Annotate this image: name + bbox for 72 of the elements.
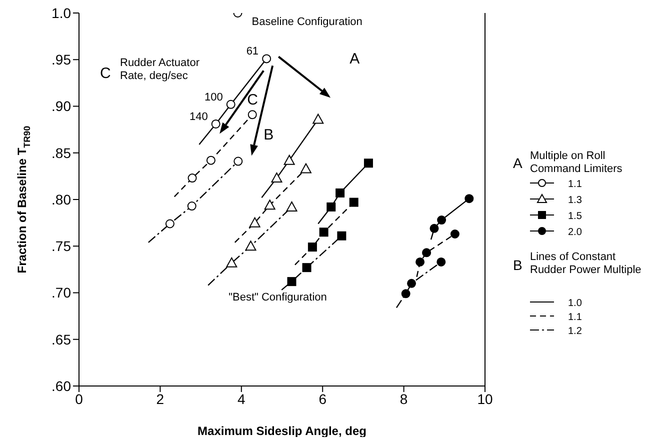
legend-label: 2.0 (568, 227, 582, 238)
legend-label: 1.1 (568, 179, 582, 190)
x-tick-label: 10 (477, 390, 493, 407)
point (248, 110, 257, 120)
point (308, 242, 317, 252)
x-tick-label: 0 (75, 390, 84, 407)
point (407, 278, 416, 288)
point (264, 200, 276, 210)
point (211, 119, 220, 128)
point (337, 231, 346, 240)
y-tick-label: .70 (52, 284, 72, 301)
point (187, 202, 196, 211)
text: A (513, 155, 523, 171)
point (326, 202, 336, 212)
text: Lines of Constant Rudder Power Multiple (530, 251, 642, 276)
point (226, 257, 238, 268)
legend-label: 1.0 (568, 298, 582, 309)
y-tick-label: .75 (52, 238, 72, 254)
annotation: 140 (189, 110, 208, 123)
point (349, 198, 358, 207)
y-tick-label: 1.0 (52, 4, 72, 21)
point (302, 263, 312, 272)
y-tick-label: .95 (52, 52, 72, 68)
point (319, 228, 328, 237)
point (416, 257, 425, 266)
x-tick-label: 6 (318, 390, 327, 407)
legend-label: 1.1 (568, 312, 582, 323)
legend-label: 1.5 (568, 211, 582, 222)
annotation: "Best" Configuration (228, 292, 327, 304)
point (226, 100, 236, 109)
point (450, 230, 460, 239)
legend-label: 1.2 (568, 326, 582, 337)
annotation: 100 (204, 91, 223, 104)
annotation: Rudder Actuator Rate, deg/sec (120, 57, 200, 82)
point (312, 114, 324, 124)
point (286, 201, 298, 212)
y-tick-label: .90 (52, 98, 72, 114)
point (234, 156, 243, 166)
point (262, 54, 272, 64)
point (422, 248, 432, 258)
annotation: 61 (246, 46, 259, 58)
x-tick-label: 8 (400, 390, 408, 407)
y-tick-label: .60 (52, 378, 72, 394)
annotation: A (350, 50, 360, 68)
point (206, 156, 216, 165)
point (430, 224, 439, 233)
x-tick-label: 2 (156, 390, 164, 407)
point (271, 172, 282, 183)
point (364, 158, 373, 168)
point (287, 277, 296, 286)
y-tick-label: .65 (52, 331, 72, 348)
y-tick-label: .80 (52, 191, 72, 208)
legend-label: 1.3 (568, 195, 582, 206)
annotation: C (247, 92, 258, 109)
point (436, 257, 446, 266)
point (437, 216, 446, 225)
point (401, 289, 410, 298)
point (188, 174, 197, 183)
point (165, 219, 174, 228)
y-tick-label: .85 (52, 144, 72, 161)
point (284, 154, 295, 165)
annotation: C (100, 65, 111, 82)
point (245, 240, 256, 251)
point (249, 217, 260, 228)
annotation: B (264, 126, 274, 144)
x-tick-label: 4 (238, 390, 246, 407)
point (464, 194, 474, 204)
point (300, 163, 312, 174)
annotation: Baseline Configuration (252, 16, 362, 28)
text: Multiple on Roll Command Limiters (530, 150, 623, 175)
point (336, 188, 345, 198)
text: B (513, 257, 522, 273)
